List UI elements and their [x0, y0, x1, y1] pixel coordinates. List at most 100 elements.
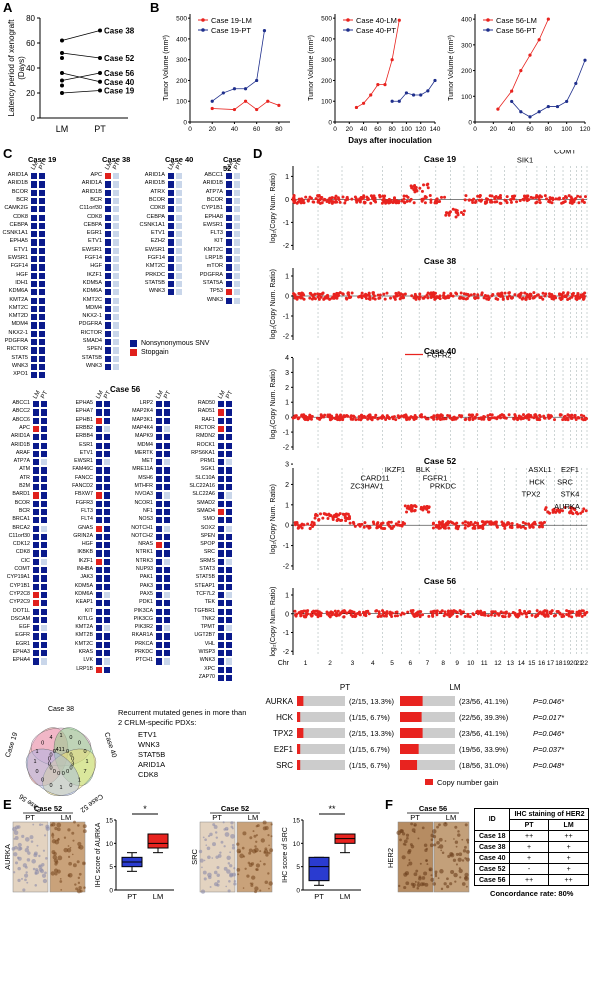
- cn-point: [413, 615, 417, 619]
- gene-label: KDM6A: [82, 288, 102, 295]
- tissue-cell: [226, 869, 231, 874]
- gene-annotation: COMT: [554, 150, 576, 155]
- cn-point: [543, 194, 547, 198]
- gene-label: STAT5: [11, 354, 28, 361]
- gene-label: SMAD4: [196, 507, 215, 514]
- cn-point: [570, 201, 574, 205]
- mutation-cell: [112, 221, 120, 231]
- mutation-cell: [225, 483, 233, 492]
- cn-point: [475, 413, 479, 417]
- tissue-cell: [440, 849, 443, 852]
- gene-label: HGF: [81, 541, 93, 548]
- cn-point: [583, 195, 587, 199]
- cn-point: [369, 194, 373, 198]
- cn-point: [316, 615, 320, 619]
- mutation-cell: [225, 557, 233, 566]
- mutation-cell: [155, 599, 163, 608]
- cn-point: [321, 291, 325, 295]
- recurrent-genes: Recurrent mutated genes in more than 2 C…: [118, 708, 248, 780]
- tissue-cell: [217, 880, 220, 883]
- tissue-cell: [237, 873, 240, 876]
- gene-label: EPHA3: [12, 649, 30, 655]
- cn-point: [306, 198, 310, 202]
- mutation-cell: [103, 640, 111, 649]
- cn-point: [369, 417, 373, 421]
- cn-point: [509, 200, 513, 204]
- mutation-cell: [103, 590, 111, 600]
- cn-point: [523, 291, 527, 295]
- extra-point: [60, 83, 64, 88]
- x-tick-label: 80: [275, 126, 283, 133]
- cn-point: [438, 526, 442, 530]
- freq-gene: TPX2: [273, 729, 294, 738]
- her2-score: ++: [547, 874, 590, 886]
- tissue-cell: [251, 882, 254, 886]
- cn-point: [421, 613, 425, 617]
- gene-label: ETV1: [151, 230, 165, 237]
- cn-point: [444, 295, 448, 299]
- tissue-cell: [249, 836, 253, 840]
- cn-point: [521, 525, 525, 529]
- x-tick-label: 40: [360, 126, 368, 133]
- tissue-cell: [466, 838, 470, 842]
- tissue-cell: [459, 876, 462, 879]
- gene-label: FGFR3: [75, 499, 93, 506]
- cn-point: [381, 526, 385, 530]
- gene-annotation: HCK: [529, 477, 545, 486]
- tissue-cell: [74, 883, 77, 886]
- mutation-cell: [30, 255, 38, 264]
- tissue-cell: [202, 836, 205, 839]
- cn-point: [363, 521, 367, 525]
- cn-point: [300, 413, 304, 417]
- cn-point: [467, 522, 471, 526]
- gene-label: BCR: [90, 196, 102, 203]
- tissue-cell: [83, 886, 86, 889]
- cn-point: [413, 292, 417, 296]
- gene-label: WNK3: [148, 288, 165, 295]
- cn-point: [442, 293, 446, 297]
- tissue-cell: [209, 886, 212, 888]
- gene-label: EGR1: [15, 640, 30, 647]
- tissue-cell: [269, 848, 274, 853]
- y-tick-label: 40: [26, 64, 35, 73]
- lm-box-box: [147, 833, 169, 849]
- tissue-cell: [57, 855, 63, 861]
- y-tick-label: -1: [283, 314, 289, 321]
- cn-point: [538, 610, 542, 614]
- mutation-cell: [112, 246, 120, 255]
- cn-point: [453, 522, 457, 526]
- cn-point: [397, 199, 401, 203]
- gene-label: LRP2: [139, 400, 153, 406]
- cn-point: [533, 415, 537, 419]
- cn-point: [548, 415, 552, 419]
- cn-point: [556, 610, 560, 614]
- y-tick-label: 60: [26, 39, 35, 48]
- cn-point: [580, 199, 584, 203]
- mutation-cell: [155, 649, 163, 658]
- tissue-cell: [443, 822, 448, 827]
- gene-label: BARD1: [12, 491, 30, 498]
- mutation-cell: [217, 416, 225, 425]
- tissue-cell: [264, 847, 268, 851]
- mutation-cell: [30, 172, 38, 181]
- tissue-cell: [441, 851, 445, 855]
- mutation-cell: [225, 524, 233, 533]
- panel-label-e: E: [3, 797, 12, 812]
- cn-point: [410, 294, 414, 298]
- cn-point: [294, 414, 298, 418]
- gene-label: KRAS: [78, 649, 93, 655]
- tissue-cell: [78, 886, 82, 890]
- cn-point: [421, 296, 425, 300]
- pt-head: PT: [212, 813, 222, 822]
- cn-point: [489, 613, 493, 617]
- mutation-cell: [225, 196, 233, 206]
- mutation-cell: [217, 483, 225, 492]
- x-tick-label: 80: [389, 126, 397, 133]
- her2-case-id: Case 18: [473, 830, 511, 842]
- tissue-cell: [32, 867, 36, 871]
- tissue-cell: [67, 855, 71, 859]
- cn-point: [518, 199, 522, 203]
- mutation-cell: [175, 188, 183, 197]
- lm-series-point: [361, 101, 366, 105]
